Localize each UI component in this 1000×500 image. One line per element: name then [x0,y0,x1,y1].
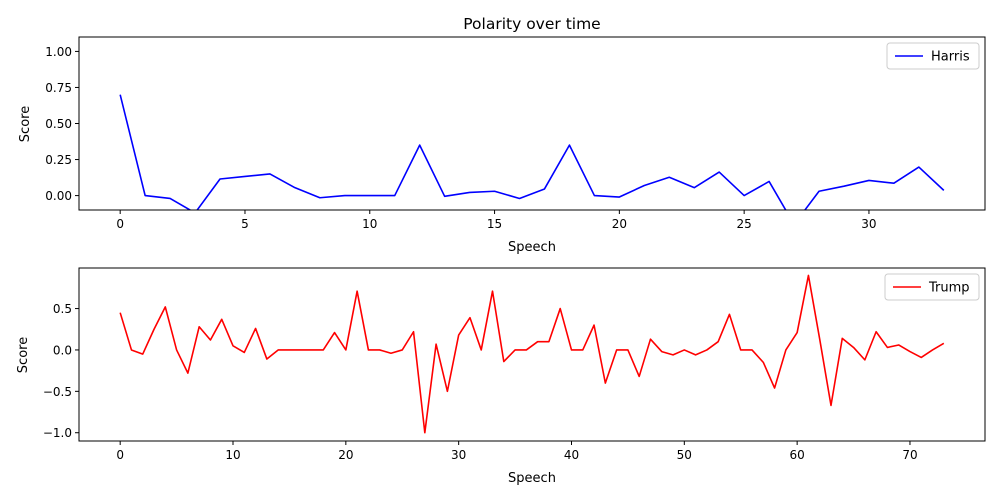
y-tick-label: 0.0 [53,343,72,357]
x-tick-label: 20 [612,217,627,231]
y-tick-label: 0.50 [45,117,72,131]
y-tick-label: 0.00 [45,189,72,203]
harris-chart: Polarity over time Speech Score 0 5 10 15 20… [18,15,986,255]
plot-frame [78,267,986,442]
y-tick-label: 0.75 [45,81,72,95]
x-axis-label: Speech [508,240,556,255]
chart-title: Polarity over time [463,15,600,33]
x-tick-label: 60 [790,448,805,462]
x-tick-label: 40 [564,448,579,462]
x-tick-label: 0 [116,448,124,462]
x-tick-label: 0 [116,217,124,231]
y-tick-label: 1.00 [45,45,72,59]
y-tick-label: −1.0 [43,426,72,440]
x-tick-label: 50 [677,448,692,462]
x-tick-label: 10 [225,448,240,462]
x-tick-label: 5 [241,217,249,231]
y-axis-label: Score [18,106,33,142]
series-line-trump [119,274,945,434]
x-tick-label: 30 [861,217,876,231]
y-tick-label: −0.5 [43,385,72,399]
y-tick-label: 0.5 [53,302,72,316]
legend: Trump [884,273,980,301]
trump-chart: Speech Score 0 10 20 30 40 50 60 70 −1.0 −0.5 0.0 0… [16,267,986,486]
x-tick-label: 70 [902,448,917,462]
x-tick-label: 25 [737,217,752,231]
y-tick-label: 0.25 [45,153,72,167]
x-tick-label: 30 [451,448,466,462]
x-axis-label: Speech [508,471,556,486]
legend-label: Harris [931,50,970,65]
legend: Harris [886,42,980,70]
y-axis-label: Score [16,337,31,373]
x-tick-label: 15 [487,217,502,231]
x-tick-label: 20 [338,448,353,462]
x-tick-label: 10 [362,217,377,231]
series-line-harris [119,94,945,210]
legend-label: Trump [928,281,970,296]
